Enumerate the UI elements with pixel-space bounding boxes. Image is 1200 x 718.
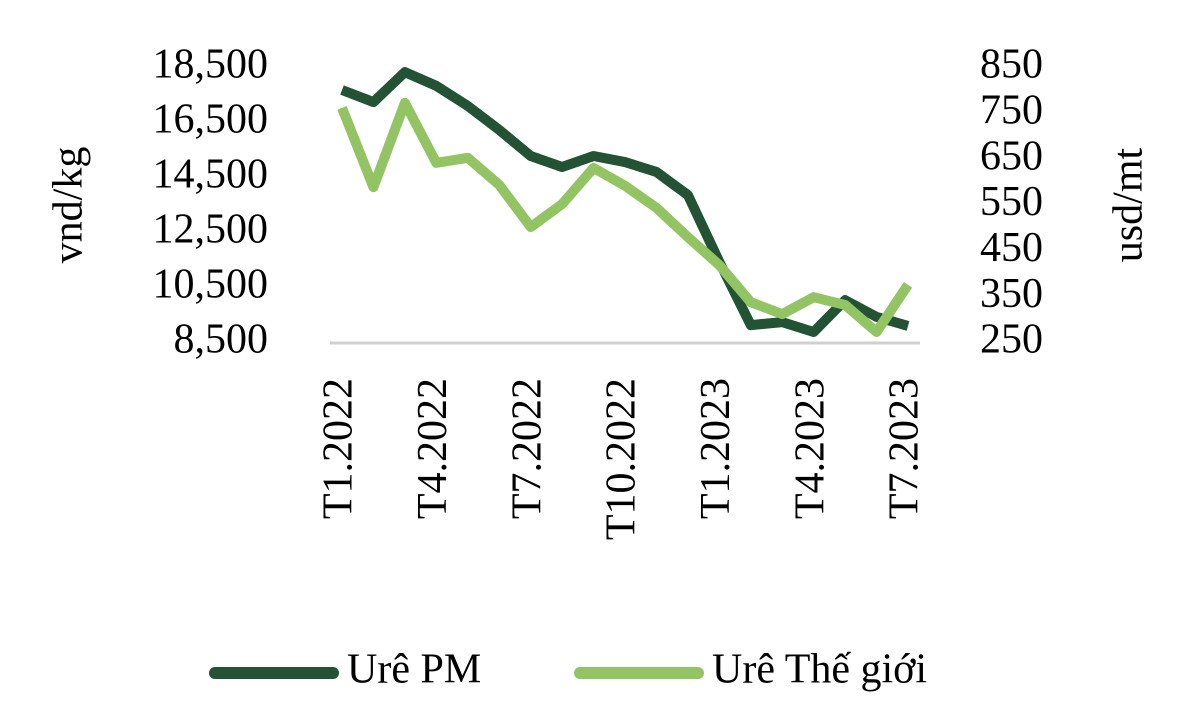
- legend-label: Urê PM: [347, 647, 481, 693]
- x-tick-label: T4.2022: [410, 378, 456, 519]
- series-line: [340, 67, 910, 337]
- legend-label: Urê Thế giới: [712, 647, 927, 693]
- x-tick-label: T7.2023: [882, 378, 928, 519]
- y-tick-label: 8,500: [174, 317, 269, 363]
- y2-tick-label: 650: [980, 133, 1043, 179]
- y2-tick-label: 250: [980, 317, 1043, 363]
- y2-tick-label: 750: [980, 87, 1043, 133]
- x-tick-label: T1.2022: [316, 378, 362, 519]
- y-tick-label: 12,500: [153, 207, 269, 253]
- y2-tick-label: 450: [980, 225, 1043, 271]
- x-tick-label: T7.2022: [504, 378, 550, 519]
- x-tick-label: T4.2023: [787, 378, 833, 519]
- series-line: [337, 97, 913, 337]
- y2-tick-label: 350: [980, 271, 1043, 317]
- x-tick-label: T10.2022: [599, 378, 645, 540]
- x-tick-label: T1.2023: [693, 378, 739, 519]
- y2-tick-label: 850: [980, 42, 1043, 88]
- y-tick-label: 10,500: [153, 262, 269, 308]
- y2-tick-label: 550: [980, 179, 1043, 225]
- y-tick-label: 14,500: [153, 152, 269, 198]
- y2-axis-title: usd/mt: [1106, 147, 1152, 262]
- y-axis-title: vnd/kg: [46, 147, 92, 264]
- y-tick-label: 16,500: [153, 97, 269, 143]
- y-tick-label: 18,500: [153, 42, 269, 88]
